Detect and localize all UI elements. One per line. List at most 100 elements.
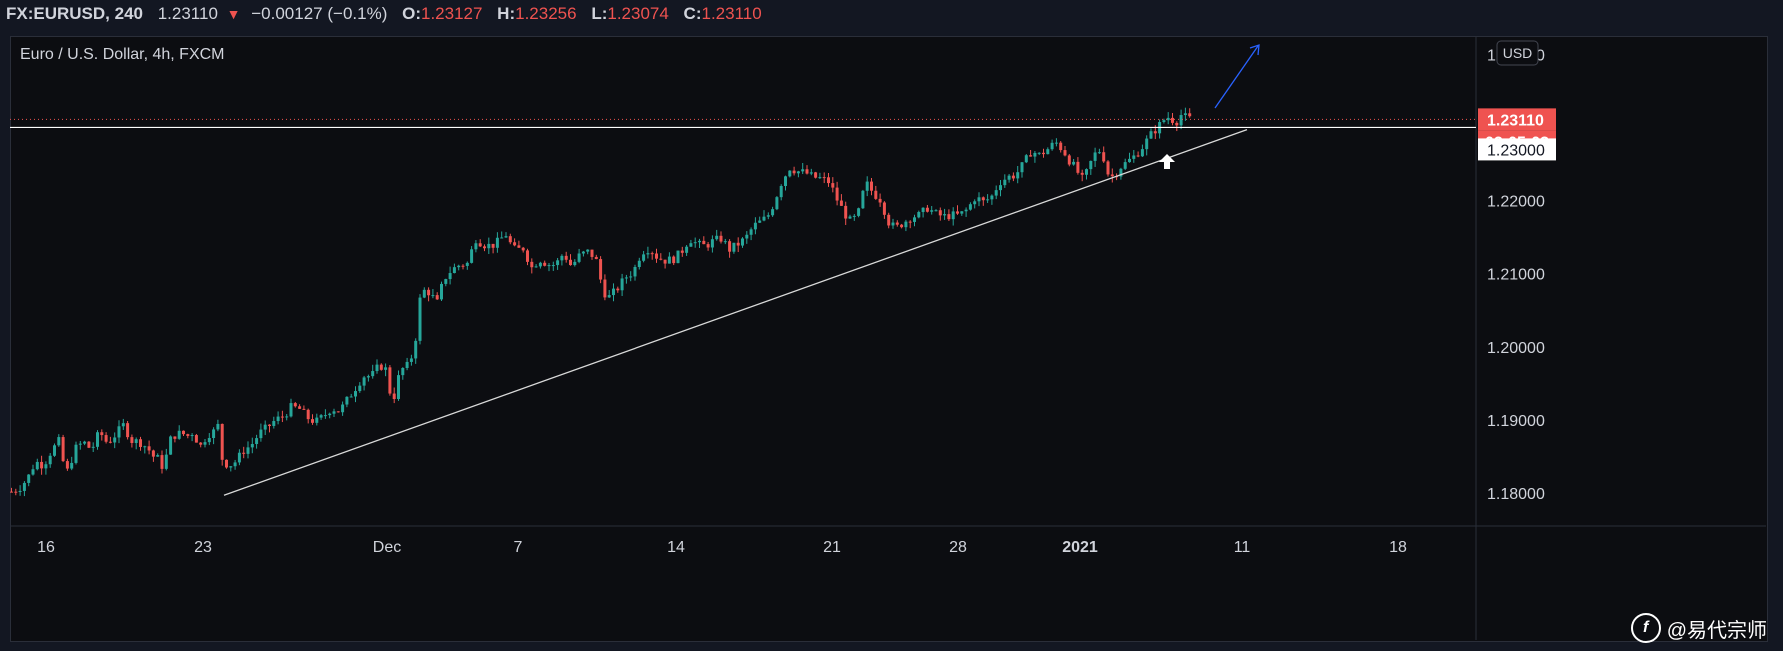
candle: [207, 433, 211, 446]
candle: [1089, 160, 1093, 175]
candle: [624, 274, 628, 284]
candle-body: [74, 444, 78, 463]
candle-body: [18, 490, 22, 492]
candle-body: [947, 214, 951, 220]
candle: [100, 429, 104, 441]
candle-body: [203, 442, 207, 445]
candle-body: [1072, 161, 1076, 165]
candle: [440, 281, 443, 302]
candle: [870, 178, 873, 196]
candle: [577, 248, 581, 264]
drawings: [10, 44, 1476, 496]
candle: [908, 220, 912, 229]
candle: [160, 450, 164, 474]
candle-body: [323, 415, 327, 417]
candle-body: [809, 172, 813, 174]
candle: [706, 241, 710, 251]
candle: [943, 208, 947, 220]
candle-body: [951, 211, 955, 220]
candle-body: [388, 367, 392, 394]
candle-body: [753, 222, 757, 230]
candle: [715, 229, 719, 241]
candle-body: [960, 211, 964, 214]
candle-body: [220, 423, 224, 460]
candle: [78, 440, 82, 450]
candle-body: [624, 277, 628, 279]
candle-body: [306, 409, 310, 420]
candle-body: [676, 250, 680, 264]
candle: [1183, 107, 1187, 121]
candle-body: [1128, 158, 1131, 163]
candle: [590, 249, 594, 260]
candle-body: [96, 432, 99, 447]
candle: [358, 382, 362, 393]
candle: [1132, 150, 1136, 163]
candle-body: [680, 250, 684, 253]
price-axis[interactable]: 1.240001.220001.210001.200001.190001.180…: [1478, 40, 1556, 503]
candle: [1128, 152, 1131, 163]
candle-body: [1063, 150, 1067, 156]
candle-body: [977, 197, 981, 202]
candle: [887, 212, 891, 229]
candle-body: [207, 438, 211, 443]
candle: [1188, 108, 1192, 118]
candle-body: [741, 238, 744, 246]
candle: [551, 261, 555, 271]
candle-body: [706, 244, 710, 248]
candle: [904, 219, 908, 232]
candle-body: [285, 416, 289, 418]
candle-body: [870, 181, 873, 191]
candle: [345, 396, 349, 408]
watermark-logo-icon: f: [1630, 613, 1661, 643]
candle-body: [616, 288, 620, 291]
candle-body: [1007, 175, 1011, 180]
candle-body: [336, 411, 340, 413]
price-tick-label: 1.21000: [1487, 267, 1545, 284]
candle: [603, 274, 607, 301]
candle-body: [143, 446, 147, 448]
candle: [388, 365, 392, 396]
candle: [108, 436, 112, 444]
candle-body: [1085, 169, 1088, 175]
candle-body: [796, 171, 800, 174]
candle-body: [483, 246, 486, 249]
candle: [637, 257, 641, 270]
candle-body: [930, 210, 934, 212]
candle-body: [590, 249, 594, 257]
candle: [805, 165, 809, 175]
candle-body: [599, 259, 603, 280]
candle-body: [732, 242, 736, 252]
candle-body: [164, 454, 168, 469]
candle-body: [190, 435, 194, 437]
candle: [478, 239, 482, 248]
candle: [405, 357, 409, 371]
candle: [461, 264, 465, 270]
candle-body: [788, 170, 792, 177]
price-chart[interactable]: Euro / U.S. Dollar, 4h, FXCM 1.240001.22…: [10, 36, 1766, 640]
candle-body: [543, 262, 547, 266]
candle: [121, 418, 125, 430]
candle-body: [1050, 142, 1054, 150]
time-axis[interactable]: 16 23 Dec 7 14 21 28 2021 11 18: [37, 539, 1407, 556]
candle-body: [366, 376, 370, 378]
candle: [822, 172, 826, 184]
candle-body: [878, 198, 882, 203]
candle-body: [121, 423, 125, 427]
candle-body: [874, 190, 878, 199]
candle: [199, 442, 203, 448]
candle: [1024, 154, 1028, 164]
currency-button[interactable]: USD: [1496, 40, 1539, 66]
candle: [83, 440, 87, 446]
chart-frame: [10, 36, 1768, 642]
candle-body: [379, 364, 383, 370]
candle-body: [633, 266, 637, 277]
candle-body: [216, 423, 220, 430]
candle: [981, 196, 985, 206]
candle-body: [569, 259, 572, 266]
candle: [48, 453, 52, 468]
symbol-label[interactable]: FX:EURUSD, 240: [6, 4, 143, 23]
candle-body: [431, 295, 435, 297]
candle: [1003, 174, 1007, 188]
candle-body: [225, 459, 228, 468]
candle-body: [749, 229, 753, 235]
